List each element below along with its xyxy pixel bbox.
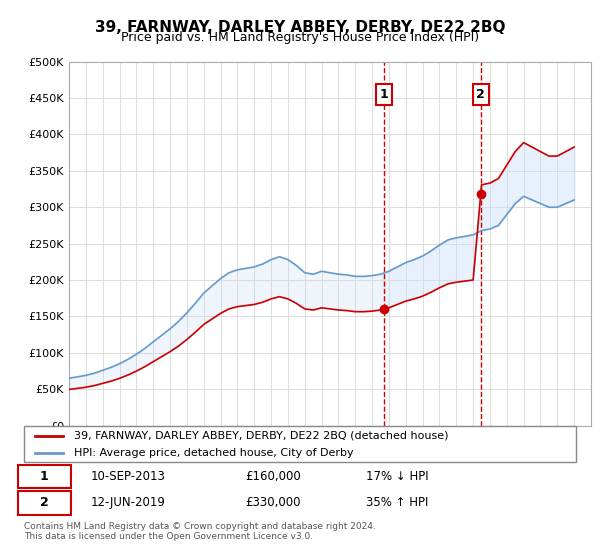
Text: £160,000: £160,000 — [245, 470, 301, 483]
Text: 39, FARNWAY, DARLEY ABBEY, DERBY, DE22 2BQ (detached house): 39, FARNWAY, DARLEY ABBEY, DERBY, DE22 2… — [74, 431, 448, 441]
Text: 2: 2 — [476, 88, 485, 101]
FancyBboxPatch shape — [24, 426, 576, 462]
FancyBboxPatch shape — [19, 465, 71, 488]
Text: £330,000: £330,000 — [245, 496, 301, 510]
Text: 39, FARNWAY, DARLEY ABBEY, DERBY, DE22 2BQ: 39, FARNWAY, DARLEY ABBEY, DERBY, DE22 2… — [95, 20, 505, 35]
FancyBboxPatch shape — [19, 491, 71, 515]
Text: Contains HM Land Registry data © Crown copyright and database right 2024.
This d: Contains HM Land Registry data © Crown c… — [24, 522, 376, 542]
Text: 12-JUN-2019: 12-JUN-2019 — [90, 496, 165, 510]
Text: 35% ↑ HPI: 35% ↑ HPI — [366, 496, 428, 510]
Text: HPI: Average price, detached house, City of Derby: HPI: Average price, detached house, City… — [74, 448, 353, 458]
Text: 10-SEP-2013: 10-SEP-2013 — [90, 470, 165, 483]
Text: 1: 1 — [380, 88, 388, 101]
Text: Price paid vs. HM Land Registry's House Price Index (HPI): Price paid vs. HM Land Registry's House … — [121, 31, 479, 44]
Text: 1: 1 — [40, 470, 49, 483]
Text: 2: 2 — [40, 496, 49, 510]
Text: 17% ↓ HPI: 17% ↓ HPI — [366, 470, 429, 483]
